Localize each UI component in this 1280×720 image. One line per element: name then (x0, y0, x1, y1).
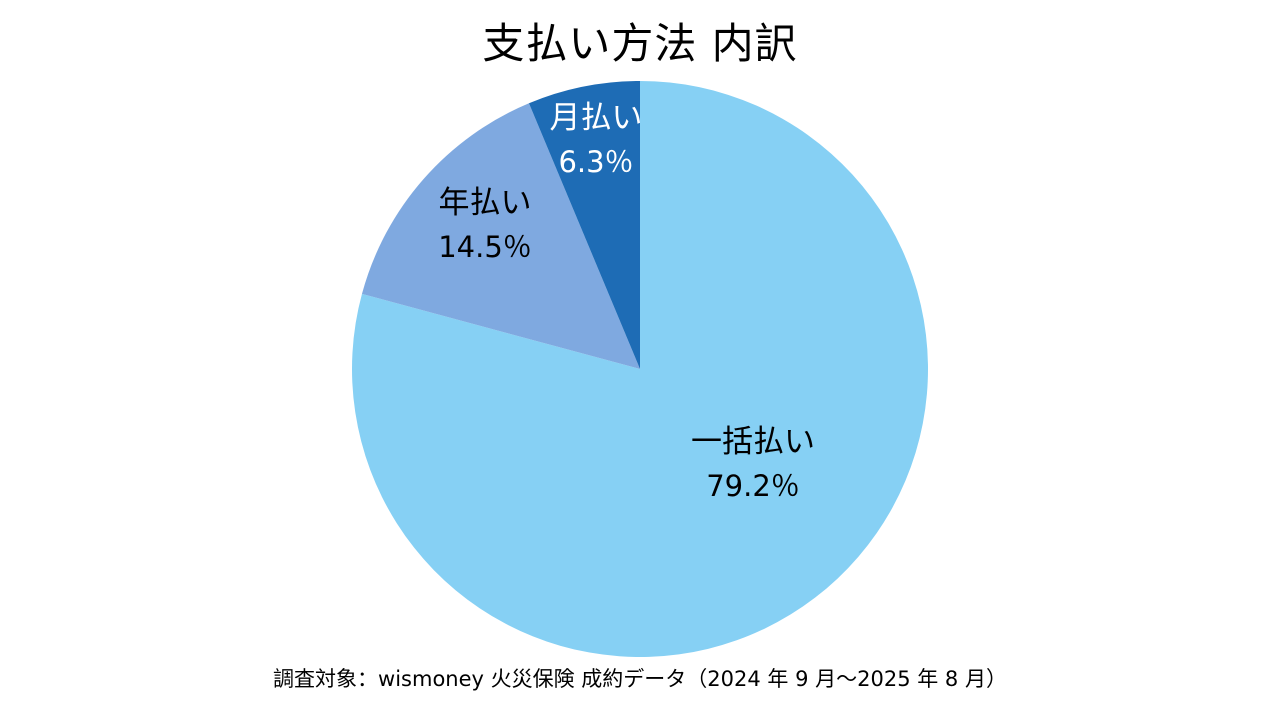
slice-name-annual: 年払い (438, 185, 532, 221)
slice-name-lump-sum: 一括払い (691, 424, 815, 460)
slice-value-annual: 14.5％ (438, 230, 532, 264)
pie-slice-monthly (528, 81, 640, 369)
slice-label-annual: 年払い 14.5％ (438, 188, 532, 262)
slice-name-monthly: 月払い (549, 100, 643, 136)
chart-title: 支払い方法 内訳 (482, 19, 798, 68)
footnote: 調査対象：wismoney 火災保険 成約データ（2024 年 9 月～2025… (273, 667, 1007, 691)
slice-label-lump-sum: 一括払い 79.2％ (691, 427, 815, 501)
pie-slice-annual (361, 103, 640, 370)
slice-label-monthly: 月払い 6.3％ (550, 103, 643, 177)
slice-value-lump-sum: 79.2％ (706, 469, 800, 503)
slice-value-monthly: 6.3％ (558, 145, 634, 179)
pie-slice-lump-sum (352, 81, 929, 658)
